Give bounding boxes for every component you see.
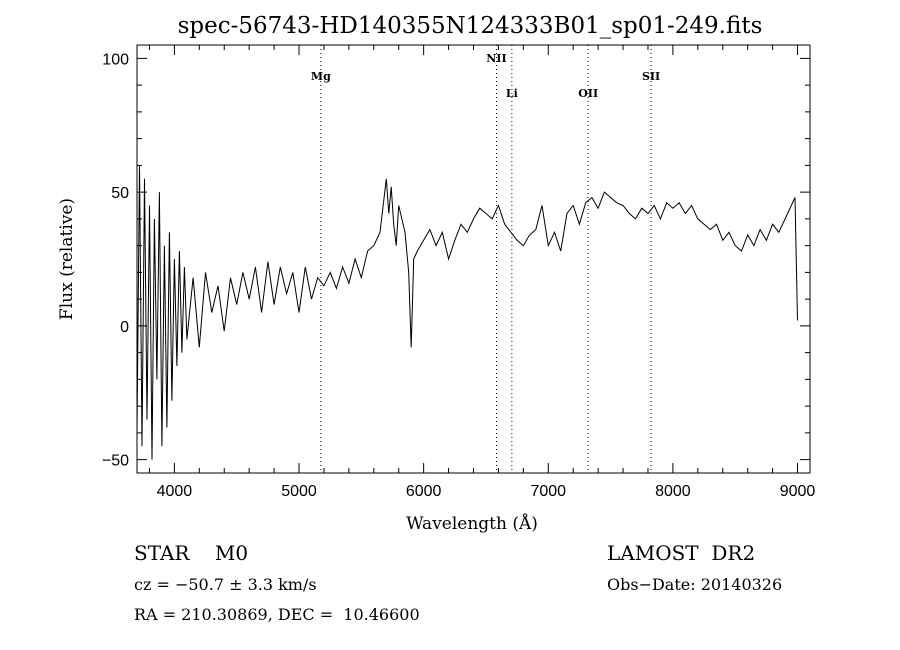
object-class: STAR M0: [134, 541, 249, 565]
y-tick-label: 100: [102, 51, 129, 68]
spectral-line-label: SII: [642, 70, 660, 83]
survey-label: LAMOST DR2: [607, 541, 756, 565]
coordinates: RA = 210.30869, DEC = 10.46600: [134, 605, 420, 624]
x-tick-label: 8000: [655, 483, 691, 500]
y-tick-label: −50: [102, 453, 129, 470]
redshift-readout: cz = −50.7 ± 3.3 km/s: [134, 575, 317, 594]
x-tick-label: 7000: [530, 483, 566, 500]
plot-frame: [136, 44, 811, 474]
x-tick-label: 5000: [281, 483, 317, 500]
x-axis-label: Wavelength (Å): [406, 513, 538, 534]
x-tick-label: 6000: [406, 483, 442, 500]
spectral-line-label: NII: [486, 52, 506, 65]
spectrum-chart: spec-56743-HD140355N124333B01_sp01-249.f…: [57, 13, 816, 534]
spectral-line-label: Li: [506, 87, 518, 100]
spectral-line-markers: Mg NII Li OII SII: [311, 45, 660, 473]
chart-title: spec-56743-HD140355N124333B01_sp01-249.f…: [178, 13, 763, 39]
axis-ticks: 4000 5000 6000 7000 8000 9000 −50 0 50 100: [102, 45, 816, 500]
obs-date: Obs−Date: 20140326: [607, 575, 783, 594]
x-tick-label: 4000: [157, 483, 193, 500]
y-tick-label: 0: [120, 319, 129, 336]
y-tick-label: 50: [111, 185, 129, 202]
x-tick-label: 9000: [780, 483, 816, 500]
flux-series-line: [136, 165, 798, 460]
y-axis-label: Flux (relative): [57, 198, 77, 320]
spectral-line-label: Mg: [311, 70, 331, 83]
spectral-line-label: OII: [578, 87, 598, 100]
